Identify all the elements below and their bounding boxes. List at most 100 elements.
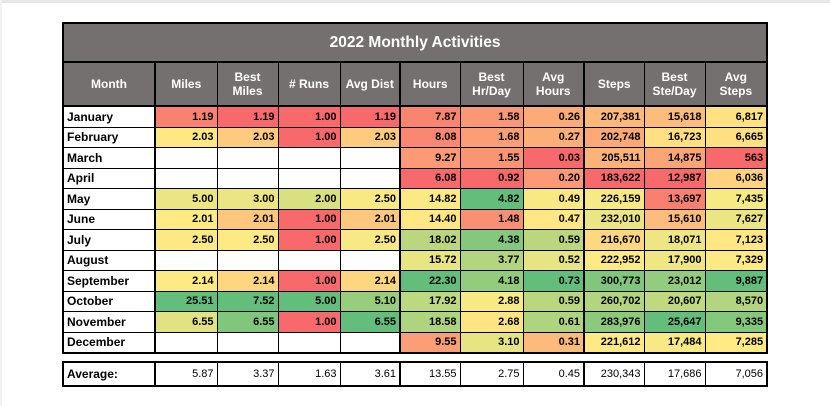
cell-value[interactable]: 0.49 — [522, 188, 585, 210]
cell-value[interactable]: 2.68 — [459, 311, 524, 333]
cell-month[interactable]: March — [62, 147, 156, 169]
cell-value[interactable]: 202,748 — [583, 126, 645, 148]
cell-month[interactable]: August — [62, 249, 156, 271]
cell-value[interactable]: 300,773 — [583, 270, 645, 292]
cell-value[interactable]: 15,610 — [643, 208, 706, 230]
cell-value[interactable] — [277, 331, 341, 354]
average-value-cell[interactable]: 17,686 — [643, 361, 706, 387]
cell-value[interactable]: 0.20 — [522, 167, 585, 189]
cell-value[interactable]: 3.00 — [216, 188, 279, 210]
cell-value[interactable]: 1.19 — [216, 105, 279, 128]
cell-value[interactable]: 0.31 — [522, 331, 585, 354]
cell-value[interactable]: 15.72 — [399, 249, 461, 271]
cell-value[interactable]: 20,607 — [643, 290, 706, 312]
column-header-avg-steps[interactable]: Avg Steps — [704, 61, 768, 107]
cell-value[interactable] — [216, 167, 279, 189]
cell-value[interactable]: 2.01 — [216, 208, 279, 230]
cell-value[interactable]: 0.61 — [522, 311, 585, 333]
cell-value[interactable]: 1.00 — [277, 311, 341, 333]
cell-value[interactable]: 3.77 — [459, 249, 524, 271]
cell-value[interactable]: 3.10 — [459, 331, 524, 354]
average-value-cell[interactable]: 3.61 — [339, 361, 401, 387]
column-header-steps[interactable]: Steps — [583, 61, 645, 107]
cell-value[interactable]: 207,381 — [583, 105, 645, 128]
cell-value[interactable]: 1.00 — [277, 270, 341, 292]
average-value-cell[interactable]: 13.55 — [399, 361, 461, 387]
average-value-cell[interactable]: 2.75 — [459, 361, 524, 387]
cell-value[interactable]: 15,618 — [643, 105, 706, 128]
cell-value[interactable]: 14.40 — [399, 208, 461, 230]
cell-value[interactable]: 14,875 — [643, 147, 706, 169]
cell-value[interactable]: 2.50 — [216, 229, 279, 251]
cell-value[interactable]: 7,435 — [704, 188, 768, 210]
cell-value[interactable]: 4.18 — [459, 270, 524, 292]
cell-value[interactable]: 205,511 — [583, 147, 645, 169]
cell-value[interactable]: 7,285 — [704, 331, 768, 354]
cell-month[interactable]: September — [62, 270, 156, 292]
cell-month[interactable]: November — [62, 311, 156, 333]
average-label-cell[interactable]: Average: — [62, 361, 156, 387]
cell-value[interactable]: 1.00 — [277, 208, 341, 230]
cell-value[interactable] — [339, 167, 401, 189]
cell-value[interactable]: 6,036 — [704, 167, 768, 189]
column-header-best-ste-day[interactable]: Best Ste/Day — [643, 61, 706, 107]
cell-value[interactable]: 17,900 — [643, 249, 706, 271]
average-value-cell[interactable]: 5.87 — [154, 361, 218, 387]
cell-value[interactable]: 1.48 — [459, 208, 524, 230]
cell-value[interactable] — [154, 249, 218, 271]
cell-value[interactable]: 1.19 — [154, 105, 218, 128]
column-header--runs[interactable]: # Runs — [277, 61, 341, 107]
cell-value[interactable]: 5.00 — [277, 290, 341, 312]
cell-value[interactable]: 2.14 — [339, 270, 401, 292]
cell-month[interactable]: June — [62, 208, 156, 230]
average-value-cell[interactable]: 230,343 — [583, 361, 645, 387]
cell-value[interactable]: 7,329 — [704, 249, 768, 271]
cell-value[interactable]: 1.19 — [339, 105, 401, 128]
average-value-cell[interactable]: 0.45 — [522, 361, 585, 387]
cell-value[interactable]: 0.27 — [522, 126, 585, 148]
cell-value[interactable]: 563 — [704, 147, 768, 169]
cell-value[interactable]: 0.47 — [522, 208, 585, 230]
cell-value[interactable]: 226,159 — [583, 188, 645, 210]
cell-value[interactable]: 18.02 — [399, 229, 461, 251]
cell-value[interactable]: 1.68 — [459, 126, 524, 148]
cell-value[interactable]: 25,647 — [643, 311, 706, 333]
cell-value[interactable]: 222,952 — [583, 249, 645, 271]
cell-value[interactable]: 1.55 — [459, 147, 524, 169]
cell-value[interactable]: 22.30 — [399, 270, 461, 292]
column-header-month[interactable]: Month — [62, 61, 156, 107]
cell-month[interactable]: February — [62, 126, 156, 148]
column-header-avg-hours[interactable]: Avg Hours — [522, 61, 585, 107]
cell-value[interactable]: 0.73 — [522, 270, 585, 292]
cell-value[interactable]: 1.58 — [459, 105, 524, 128]
cell-value[interactable] — [339, 331, 401, 354]
average-value-cell[interactable]: 7,056 — [704, 361, 768, 387]
cell-month[interactable]: April — [62, 167, 156, 189]
cell-value[interactable]: 7.87 — [399, 105, 461, 128]
cell-value[interactable]: 5.00 — [154, 188, 218, 210]
average-value-cell[interactable]: 1.63 — [277, 361, 341, 387]
cell-value[interactable]: 6.08 — [399, 167, 461, 189]
column-header-miles[interactable]: Miles — [154, 61, 218, 107]
cell-value[interactable]: 6,817 — [704, 105, 768, 128]
cell-value[interactable]: 2.14 — [154, 270, 218, 292]
cell-value[interactable]: 6,665 — [704, 126, 768, 148]
cell-value[interactable] — [277, 167, 341, 189]
cell-value[interactable]: 2.50 — [339, 188, 401, 210]
cell-value[interactable] — [277, 147, 341, 169]
column-header-best-hr-day[interactable]: Best Hr/Day — [459, 61, 524, 107]
cell-value[interactable]: 221,612 — [583, 331, 645, 354]
cell-value[interactable]: 4.38 — [459, 229, 524, 251]
cell-value[interactable]: 6.55 — [216, 311, 279, 333]
cell-value[interactable] — [216, 249, 279, 271]
cell-value[interactable]: 9.27 — [399, 147, 461, 169]
cell-value[interactable]: 260,702 — [583, 290, 645, 312]
cell-value[interactable]: 2.50 — [154, 229, 218, 251]
cell-value[interactable]: 18.58 — [399, 311, 461, 333]
cell-month[interactable]: May — [62, 188, 156, 210]
column-header-best-miles[interactable]: Best Miles — [216, 61, 279, 107]
cell-value[interactable]: 2.03 — [216, 126, 279, 148]
cell-value[interactable]: 7,123 — [704, 229, 768, 251]
cell-value[interactable] — [339, 249, 401, 271]
average-value-cell[interactable]: 3.37 — [216, 361, 279, 387]
